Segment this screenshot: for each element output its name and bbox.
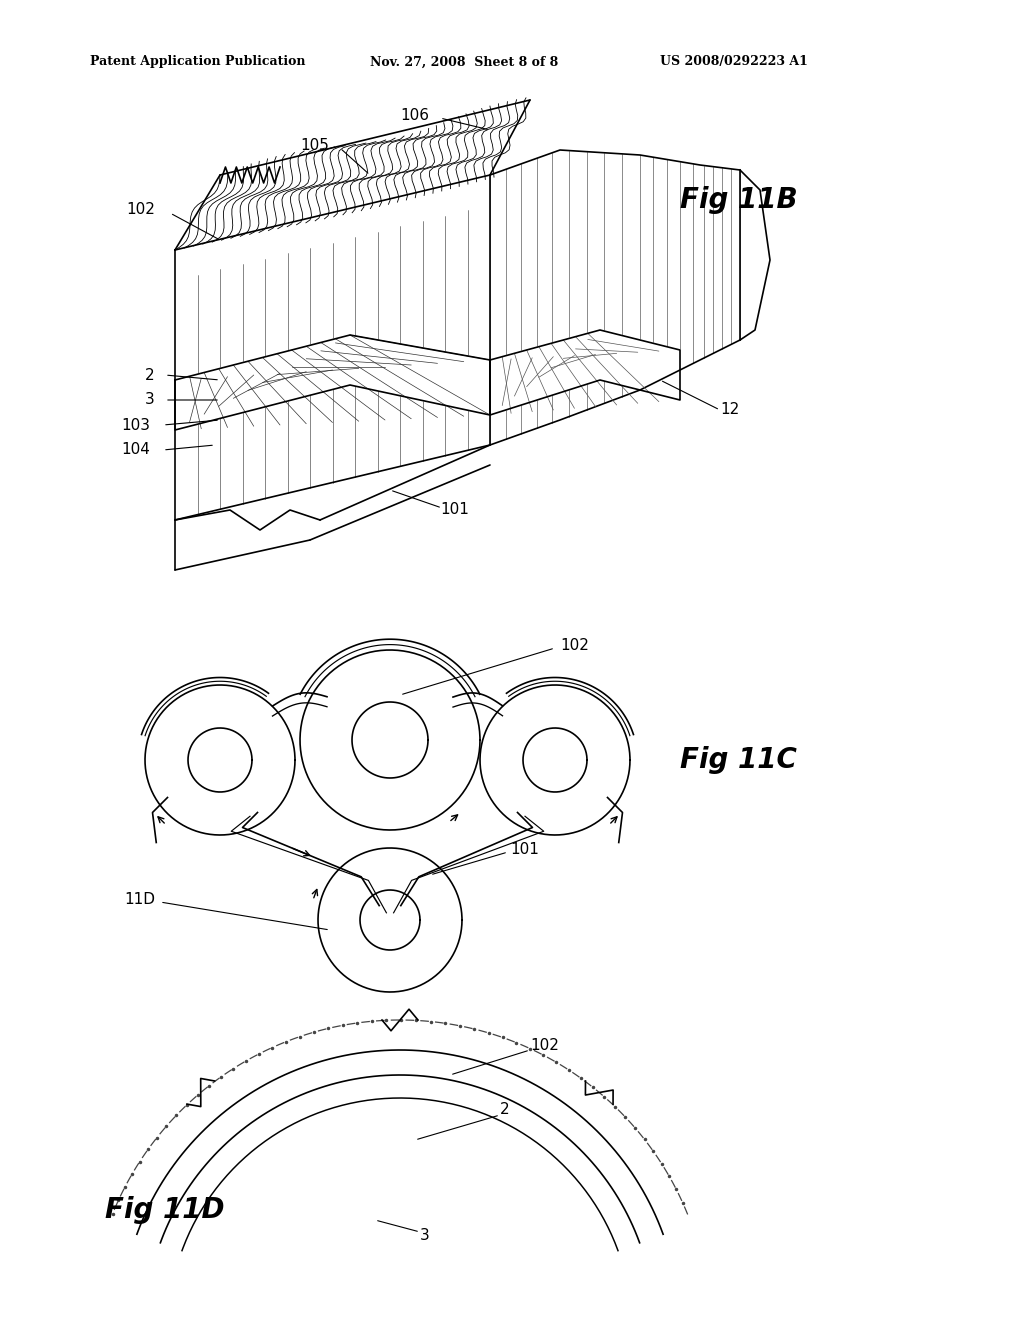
Text: 3: 3 (145, 392, 155, 408)
Text: 106: 106 (400, 107, 429, 123)
Polygon shape (175, 335, 490, 430)
Text: 102: 102 (560, 638, 589, 652)
Text: Fig 11B: Fig 11B (680, 186, 798, 214)
Text: 104: 104 (121, 442, 150, 458)
Text: Patent Application Publication: Patent Application Publication (90, 55, 305, 69)
Text: Nov. 27, 2008  Sheet 8 of 8: Nov. 27, 2008 Sheet 8 of 8 (370, 55, 558, 69)
Text: 101: 101 (510, 842, 539, 858)
Polygon shape (175, 176, 490, 520)
Text: 11D: 11D (124, 892, 155, 908)
Polygon shape (490, 330, 680, 414)
Text: 12: 12 (720, 403, 739, 417)
Text: 102: 102 (126, 202, 155, 218)
Text: 105: 105 (300, 137, 329, 153)
Text: US 2008/0292223 A1: US 2008/0292223 A1 (660, 55, 808, 69)
Polygon shape (490, 150, 740, 445)
Text: 103: 103 (121, 417, 150, 433)
Text: Fig 11C: Fig 11C (680, 746, 797, 774)
Text: Fig 11D: Fig 11D (105, 1196, 224, 1224)
Text: 2: 2 (145, 367, 155, 383)
Text: 102: 102 (530, 1038, 559, 1052)
Text: 3: 3 (420, 1228, 430, 1242)
Text: 2: 2 (500, 1102, 510, 1118)
Text: 101: 101 (440, 503, 469, 517)
